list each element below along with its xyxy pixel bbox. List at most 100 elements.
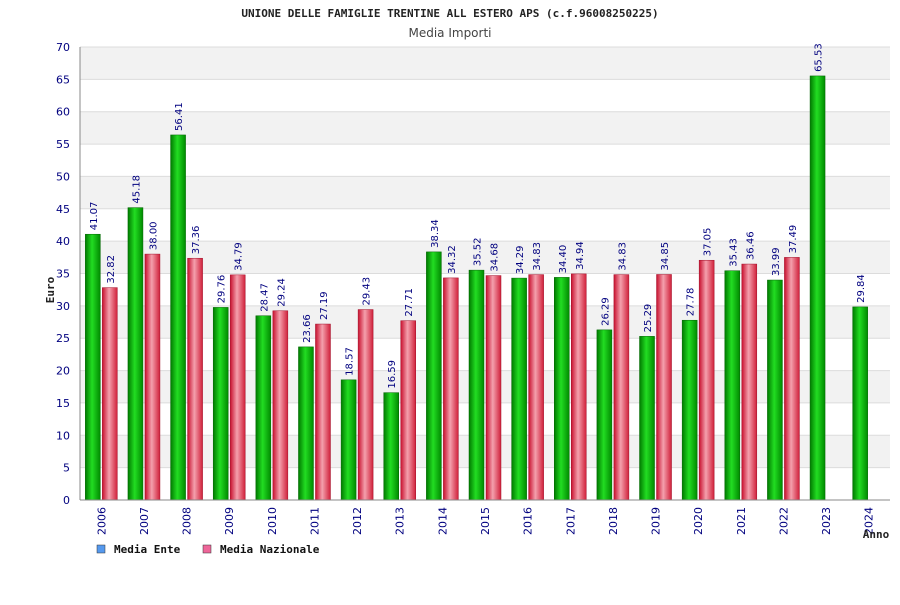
data-label-media-nazionale: 29.43 xyxy=(362,277,373,306)
y-tick-label: 70 xyxy=(56,41,70,54)
legend: Media Ente Media Nazionale xyxy=(96,543,320,556)
data-label-media-nazionale: 34.68 xyxy=(490,243,501,272)
data-label-media-nazionale: 34.83 xyxy=(532,242,543,271)
legend-label-media-nazionale: Media Nazionale xyxy=(220,543,320,556)
data-label-media-ente: 35.52 xyxy=(473,237,484,266)
bar-media-ente xyxy=(468,269,485,501)
data-label-media-ente: 45.18 xyxy=(131,175,142,204)
bar-media-nazionale xyxy=(357,309,374,501)
data-label-media-nazionale: 34.79 xyxy=(234,242,245,271)
y-tick-label: 15 xyxy=(56,397,70,410)
data-label-media-ente: 23.66 xyxy=(302,314,313,343)
data-label-media-ente: 27.78 xyxy=(686,288,697,317)
x-axis-ticks: 2006 2007 2008 2009 2010 2011 2012 2013 2014 2015… xyxy=(95,507,875,535)
y-tick-label: 25 xyxy=(56,332,70,345)
bar-media-nazionale xyxy=(698,259,715,501)
y-axis-label: Euro xyxy=(44,276,57,303)
x-tick-label: 2016 xyxy=(522,507,535,535)
data-label-media-nazionale: 37.49 xyxy=(788,225,799,254)
x-tick-label: 2019 xyxy=(650,507,663,535)
bar-media-ente xyxy=(170,134,186,501)
y-tick-label: 60 xyxy=(56,106,70,119)
bar-media-ente xyxy=(554,277,570,501)
chart-title: UNIONE DELLE FAMIGLIE TRENTINE ALL ESTER… xyxy=(241,7,658,20)
legend-swatch-media-ente xyxy=(96,544,106,554)
data-label-media-ente: 16.59 xyxy=(387,360,398,389)
bar-media-ente xyxy=(724,270,741,501)
data-label-media-nazionale: 36.46 xyxy=(745,231,756,260)
grid-band xyxy=(80,176,890,209)
bar-media-ente xyxy=(639,336,655,501)
grid-band xyxy=(80,47,890,80)
y-tick-label: 5 xyxy=(63,462,70,475)
bar-media-ente xyxy=(127,207,144,501)
x-tick-label: 2023 xyxy=(820,507,833,535)
bar-media-nazionale xyxy=(528,274,544,501)
x-tick-label: 2024 xyxy=(863,507,876,535)
x-axis-label: Anno xyxy=(863,528,890,541)
x-tick-label: 2008 xyxy=(181,507,194,535)
bar-media-ente xyxy=(596,329,613,501)
bar-media-ente xyxy=(298,346,314,501)
data-label-media-nazionale: 34.83 xyxy=(617,242,628,271)
bar-media-ente xyxy=(212,307,229,501)
bar-media-ente xyxy=(340,379,357,501)
y-tick-label: 65 xyxy=(56,73,70,86)
x-tick-label: 2012 xyxy=(351,507,364,535)
y-tick-label: 35 xyxy=(56,268,70,281)
data-label-media-nazionale: 32.82 xyxy=(106,255,117,284)
data-label-media-ente: 26.29 xyxy=(600,297,611,326)
x-tick-label: 2011 xyxy=(308,507,321,535)
bar-media-ente xyxy=(852,306,868,501)
bar-media-ente xyxy=(255,315,272,501)
data-label-media-nazionale: 38.00 xyxy=(148,221,159,250)
x-tick-label: 2007 xyxy=(138,507,151,535)
y-tick-label: 50 xyxy=(56,170,70,183)
data-label-media-nazionale: 34.32 xyxy=(447,245,458,274)
bar-media-ente xyxy=(426,251,442,501)
y-tick-label: 0 xyxy=(63,494,70,507)
x-tick-label: 2009 xyxy=(223,507,236,535)
bar-media-ente xyxy=(85,233,101,501)
x-tick-label: 2017 xyxy=(564,507,577,535)
data-label-media-ente: 25.29 xyxy=(643,304,654,333)
bar-media-ente xyxy=(383,392,399,501)
grid-band xyxy=(80,144,890,177)
data-label-media-ente: 41.07 xyxy=(89,202,100,231)
chart-subtitle: Media Importi xyxy=(408,26,491,40)
data-label-media-ente: 38.34 xyxy=(430,219,441,248)
x-tick-label: 2015 xyxy=(479,507,492,535)
bar-media-ente xyxy=(767,279,783,501)
grid-band xyxy=(80,79,890,112)
data-label-media-ente: 28.47 xyxy=(259,283,270,312)
data-label-media-nazionale: 34.94 xyxy=(575,241,586,270)
data-label-media-ente: 65.53 xyxy=(814,43,825,72)
data-label-media-ente: 56.41 xyxy=(174,102,185,131)
data-label-media-nazionale: 34.85 xyxy=(660,242,671,271)
data-label-media-ente: 29.84 xyxy=(856,274,867,303)
legend-swatch-media-nazionale xyxy=(202,544,212,554)
y-tick-label: 30 xyxy=(56,300,70,313)
y-tick-label: 40 xyxy=(56,235,70,248)
bar-media-nazionale xyxy=(187,257,203,501)
y-tick-label: 55 xyxy=(56,138,70,151)
bar-media-ente xyxy=(809,75,826,501)
grid-band xyxy=(80,208,890,242)
y-tick-label: 10 xyxy=(56,429,70,442)
data-label-media-nazionale: 27.71 xyxy=(404,288,415,317)
bar-media-nazionale xyxy=(784,257,800,501)
x-tick-label: 2013 xyxy=(394,507,407,535)
bar-media-nazionale xyxy=(315,323,331,501)
legend-label-media-ente: Media Ente xyxy=(114,543,181,556)
y-axis-ticks: 0 5 10 15 20 25 30 35 40 45 50 55 60 65 70 xyxy=(56,41,70,507)
x-tick-label: 2020 xyxy=(692,507,705,535)
x-tick-label: 2010 xyxy=(266,507,279,535)
bar-media-nazionale xyxy=(485,275,502,501)
bar-media-nazionale xyxy=(656,274,672,501)
data-label-media-nazionale: 37.36 xyxy=(191,226,202,255)
bar-media-nazionale xyxy=(741,263,758,501)
data-labels: 41.07 32.82 45.18 38.00 56.41 37.36 29.76 34.79… xyxy=(89,43,867,388)
x-tick-label: 2018 xyxy=(607,507,620,535)
x-tick-label: 2021 xyxy=(735,507,748,535)
